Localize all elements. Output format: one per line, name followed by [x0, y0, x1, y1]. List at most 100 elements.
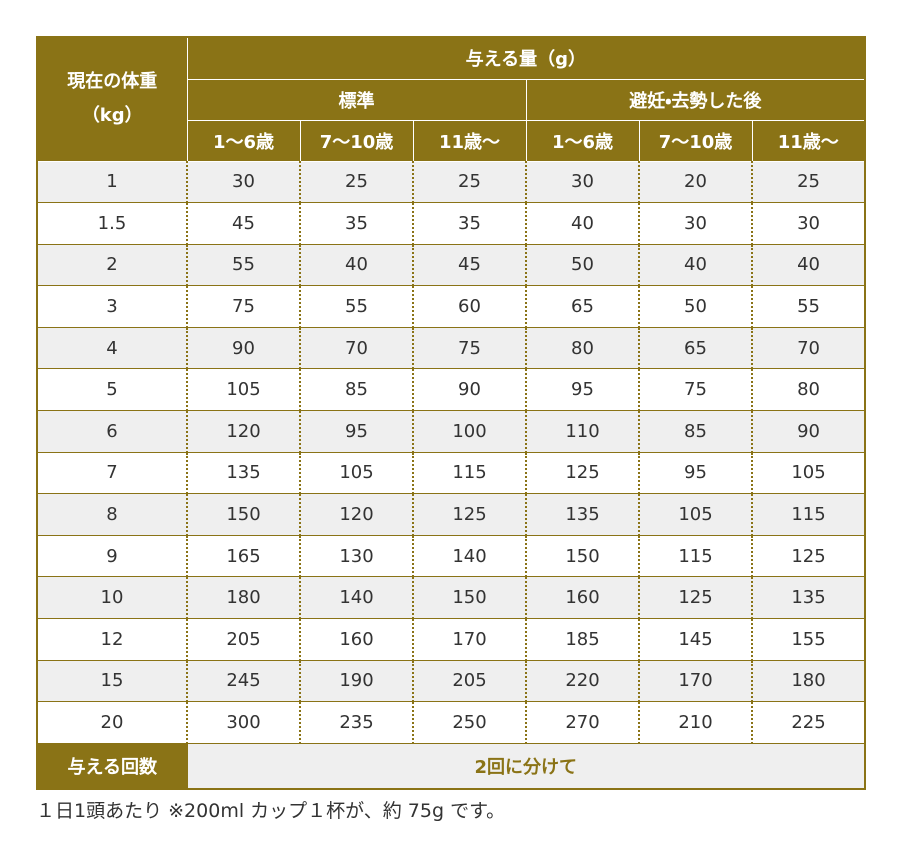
amount-cell: 125 [638, 576, 752, 620]
weight-unit: （kg） [81, 105, 143, 127]
amount-cell: 75 [412, 327, 526, 370]
amount-cell: 95 [299, 410, 413, 453]
row: 2 55 40 45 50 40 40 [37, 244, 866, 287]
amount-cell: 205 [412, 660, 526, 703]
weight-cell: 12 [37, 618, 187, 661]
amount-cell: 145 [638, 618, 752, 661]
amount-cell: 30 [750, 202, 866, 245]
amount-cell: 160 [299, 618, 413, 661]
amount-cell: 205 [186, 618, 300, 661]
amount-cell: 210 [638, 701, 752, 744]
amount-cell: 150 [412, 576, 526, 620]
amount-cell: 160 [525, 576, 639, 620]
weight-cell: 7 [37, 452, 187, 495]
amount-cell: 135 [750, 576, 866, 620]
amount-cell: 135 [525, 493, 639, 536]
amount-cell: 80 [750, 368, 866, 412]
amount-cell: 140 [412, 535, 526, 578]
amount-cell: 115 [750, 493, 866, 536]
amount-cell: 90 [750, 410, 866, 453]
amount-cell: 105 [186, 368, 300, 412]
footer-value: 2回に分けて [186, 743, 866, 790]
amount-cell: 40 [750, 244, 866, 287]
weight-header: 現在の体重 （kg） [36, 36, 188, 162]
amount-cell: 25 [412, 161, 526, 204]
weight-cell: 1.5 [37, 202, 187, 245]
weight-cell: 15 [37, 660, 187, 703]
amount-cell: 90 [186, 327, 300, 370]
amount-cell: 100 [412, 410, 526, 453]
amount-cell: 170 [412, 618, 526, 661]
amount-cell: 155 [750, 618, 866, 661]
amount-cell: 115 [412, 452, 526, 495]
age-header: 11歳～ [751, 119, 866, 162]
amount-cell: 185 [525, 618, 639, 661]
age-header: 7～10歳 [638, 119, 753, 162]
amount-cell: 150 [186, 493, 300, 536]
amount-cell: 45 [186, 202, 300, 245]
row: 15 245 190 205 220 170 180 [37, 660, 866, 703]
amount-cell: 140 [299, 576, 413, 620]
row: 4 90 70 75 80 65 70 [37, 327, 866, 370]
row: 8 150 120 125 135 105 115 [37, 493, 866, 536]
age-header: 7～10歳 [299, 119, 414, 162]
amount-cell: 225 [750, 701, 866, 744]
amount-cell: 130 [299, 535, 413, 578]
amount-cell: 105 [299, 452, 413, 495]
amount-cell: 70 [750, 327, 866, 370]
amount-cell: 150 [525, 535, 639, 578]
amount-cell: 40 [299, 244, 413, 287]
amount-cell: 20 [638, 161, 752, 204]
row: 10 180 140 150 160 125 135 [37, 576, 866, 620]
amount-cell: 125 [412, 493, 526, 536]
amount-cell: 85 [299, 368, 413, 412]
row: 5 105 85 90 95 75 80 [37, 368, 866, 412]
weight-cell: 10 [37, 576, 187, 620]
weight-cell: 4 [37, 327, 187, 370]
amount-cell: 115 [638, 535, 752, 578]
amount-cell: 25 [299, 161, 413, 204]
weight-cell: 2 [37, 244, 187, 287]
amount-cell: 35 [299, 202, 413, 245]
amount-cell: 105 [638, 493, 752, 536]
amount-cell: 40 [638, 244, 752, 287]
amount-cell: 135 [186, 452, 300, 495]
amount-cell: 250 [412, 701, 526, 744]
amount-cell: 30 [525, 161, 639, 204]
amount-cell: 245 [186, 660, 300, 703]
weight-cell: 20 [37, 701, 187, 744]
amount-cell: 170 [638, 660, 752, 703]
amount-cell: 110 [525, 410, 639, 453]
amount-cell: 95 [638, 452, 752, 495]
amount-cell: 125 [750, 535, 866, 578]
weight-cell: 5 [37, 368, 187, 412]
amount-cell: 80 [525, 327, 639, 370]
amount-cell: 55 [186, 244, 300, 287]
row: 6 120 95 100 110 85 90 [37, 410, 866, 453]
amount-cell: 190 [299, 660, 413, 703]
group-header: 標準 [186, 78, 527, 121]
amount-cell: 35 [412, 202, 526, 245]
amount-cell: 125 [525, 452, 639, 495]
amount-cell: 55 [299, 285, 413, 328]
amount-header: 与える量（g） [186, 36, 866, 80]
weight-cell: 6 [37, 410, 187, 453]
amount-cell: 90 [412, 368, 526, 412]
amount-cell: 180 [750, 660, 866, 703]
amount-cell: 40 [525, 202, 639, 245]
amount-cell: 55 [750, 285, 866, 328]
amount-cell: 25 [750, 161, 866, 204]
weight-cell: 8 [37, 493, 187, 536]
amount-cell: 95 [525, 368, 639, 412]
amount-cell: 50 [638, 285, 752, 328]
amount-cell: 235 [299, 701, 413, 744]
amount-cell: 65 [525, 285, 639, 328]
amount-cell: 30 [638, 202, 752, 245]
amount-cell: 120 [299, 493, 413, 536]
age-header: 1～6歳 [186, 119, 301, 162]
age-header: 1～6歳 [525, 119, 640, 162]
amount-cell: 220 [525, 660, 639, 703]
amount-cell: 180 [186, 576, 300, 620]
amount-cell: 85 [638, 410, 752, 453]
